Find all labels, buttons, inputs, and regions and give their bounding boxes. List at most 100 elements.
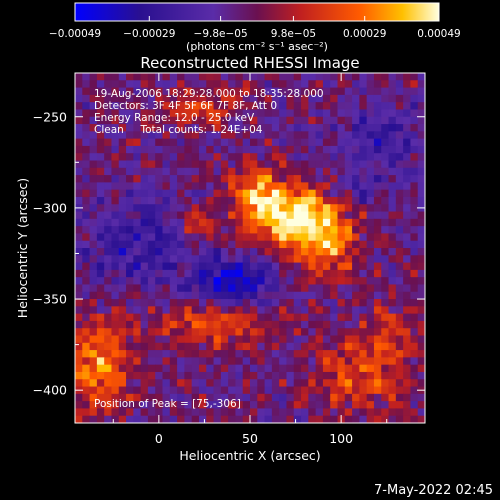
heatmap-cell (381, 167, 390, 176)
heatmap-cell (82, 175, 91, 183)
heatmap-cell (337, 328, 346, 337)
heatmap-cell (381, 124, 390, 132)
heatmap-cell (220, 167, 229, 176)
heatmap-cell (366, 153, 375, 162)
heatmap-cell (242, 313, 251, 322)
heatmap-cell (373, 313, 382, 322)
heatmap-cell (228, 401, 237, 410)
heatmap-cell (373, 160, 382, 169)
heatmap-cell (169, 342, 178, 351)
heatmap-cell (228, 306, 237, 315)
heatmap-cell (388, 255, 397, 264)
heatmap-cell (235, 262, 244, 271)
heatmap-cell (330, 167, 339, 176)
heatmap-cell (162, 218, 171, 227)
heatmap-cell (403, 415, 412, 423)
heatmap-cell (177, 364, 185, 373)
heatmap-cell (286, 415, 295, 423)
heatmap-cell (417, 153, 425, 162)
heatmap-cell (213, 371, 222, 380)
heatmap-cell (330, 87, 339, 96)
heatmap-cell (242, 124, 251, 132)
heatmap-cell (235, 131, 244, 140)
heatmap-cell (242, 182, 251, 191)
heatmap-cell (242, 320, 251, 329)
heatmap-cell (75, 393, 83, 402)
heatmap-cell (133, 218, 142, 227)
heatmap-cell (191, 226, 200, 235)
heatmap-cell (381, 218, 390, 227)
heatmap-cell (220, 364, 229, 373)
heatmap-cell (308, 401, 317, 410)
heatmap-cell (366, 248, 375, 256)
heatmap-cell (89, 284, 98, 293)
heatmap-cell (140, 196, 149, 205)
heatmap-cell (140, 204, 149, 213)
heatmap-cell (352, 160, 360, 169)
heatmap-cell (337, 262, 346, 271)
heatmap-cell (198, 357, 207, 366)
heatmap-cell (140, 401, 149, 410)
heatmap-cell (82, 248, 91, 256)
heatmap-cell (155, 299, 164, 307)
heatmap-cell (206, 80, 215, 89)
heatmap-cell (322, 350, 331, 358)
heatmap-cell (395, 80, 404, 89)
heatmap-cell (271, 167, 280, 176)
heatmap-cell (264, 401, 273, 410)
heatmap-cell (96, 124, 105, 132)
heatmap-cell (96, 240, 105, 249)
heatmap-cell (147, 357, 156, 366)
heatmap-cell (206, 408, 215, 417)
heatmap-cell (417, 357, 425, 366)
heatmap-cell (330, 175, 339, 183)
heatmap-cell (206, 357, 215, 366)
heatmap-cell (213, 386, 222, 395)
heatmap-cell (301, 124, 309, 132)
heatmap-cell (403, 73, 412, 81)
heatmap-cell (220, 131, 229, 140)
heatmap-cell (279, 350, 288, 358)
heatmap-cell (417, 175, 425, 183)
heatmap-cell (286, 124, 295, 132)
heatmap-cell (359, 386, 368, 395)
heatmap-cell (177, 350, 185, 358)
heatmap-cell (264, 73, 273, 81)
heatmap-cell (403, 299, 412, 307)
heatmap-cell (301, 371, 309, 380)
heatmap-cell (337, 364, 346, 373)
heatmap-cell (242, 109, 251, 118)
heatmap-cell (330, 73, 339, 81)
heatmap-cell (104, 350, 113, 358)
heatmap-cell (147, 211, 156, 220)
heatmap-cell (235, 211, 244, 220)
heatmap-cell (177, 277, 185, 286)
heatmap-cell (308, 335, 317, 344)
heatmap-cell (257, 379, 266, 388)
heatmap-cell (177, 196, 185, 205)
heatmap-cell (410, 393, 419, 402)
heatmap-cell (184, 277, 193, 286)
heatmap-cell (381, 364, 390, 373)
heatmap-cell (381, 226, 390, 235)
heatmap-cell (206, 189, 215, 198)
heatmap-cell (133, 313, 142, 322)
heatmap-cell (111, 277, 120, 286)
heatmap-cell (352, 379, 360, 388)
heatmap-cell (82, 306, 91, 315)
heatmap-cell (344, 218, 353, 227)
y-tick-label: −300 (33, 200, 67, 215)
heatmap-cell (169, 240, 178, 249)
heatmap-cell (155, 255, 164, 264)
heatmap-cell (169, 299, 178, 307)
heatmap-cell (322, 73, 331, 81)
heatmap-cell (403, 124, 412, 132)
heatmap-cell (96, 299, 105, 307)
heatmap-cell (257, 371, 266, 380)
heatmap-cell (220, 284, 229, 293)
heatmap-cell (177, 167, 185, 176)
heatmap-cell (301, 240, 309, 249)
heatmap-cell (301, 175, 309, 183)
heatmap-cell (213, 218, 222, 227)
